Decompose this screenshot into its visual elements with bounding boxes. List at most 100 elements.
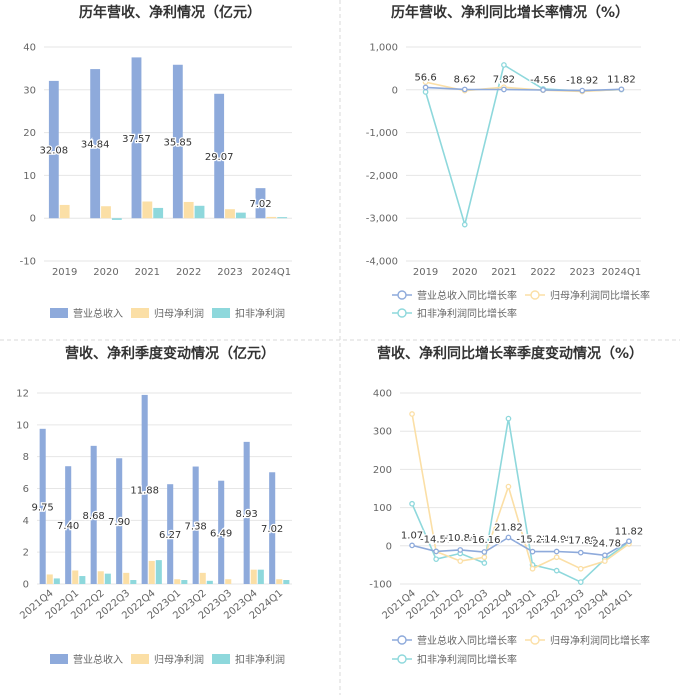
- series-line-deducted_profit: [411, 418, 630, 584]
- bar-revenue: [172, 64, 183, 219]
- chart-title: 营收、净利同比增长率季度变动情况（%）: [377, 345, 643, 362]
- data-point: [409, 411, 415, 417]
- x-tick-label: 2019: [413, 267, 438, 278]
- y-tick-label: 10: [16, 420, 29, 431]
- data-label: 7.02: [249, 199, 271, 210]
- data-label: 8.93: [236, 509, 258, 520]
- legend-item: 扣非净利润同比增长率: [392, 653, 517, 666]
- bar-revenue: [269, 472, 276, 584]
- data-label: -14.57: [420, 534, 452, 545]
- chart-title: 营收、净利季度变动情况（亿元）: [65, 345, 275, 362]
- bar-parent_profit: [123, 572, 130, 584]
- data-label: 7.40: [57, 521, 79, 532]
- data-point: [481, 560, 488, 566]
- y-tick-label: 6: [23, 484, 29, 495]
- bar-parent_profit: [142, 201, 153, 219]
- x-tick-label: 2024Q1: [602, 267, 642, 278]
- data-point: [579, 87, 586, 94]
- x-tick-label: 2022: [530, 267, 555, 278]
- series-line-parent_profit: [411, 413, 630, 570]
- data-label: -15.22: [516, 535, 548, 546]
- bar-deducted_profit: [194, 205, 205, 219]
- bar-deducted_profit: [277, 217, 288, 219]
- y-tick-label: -4,000: [366, 257, 398, 268]
- bar-revenue: [218, 480, 225, 584]
- legend-item: 归母净利润: [131, 653, 204, 666]
- legend-swatch: [131, 308, 149, 318]
- bar-deducted_profit: [155, 560, 162, 584]
- bar-revenue: [167, 484, 174, 584]
- data-label: -17.88: [565, 536, 597, 547]
- bar-parent_profit: [250, 569, 257, 584]
- bar-revenue: [141, 394, 148, 584]
- x-tick-label: 2020: [452, 267, 477, 278]
- data-point: [553, 567, 560, 574]
- legend-label: 归母净利润: [154, 653, 204, 666]
- bar-deducted_profit: [153, 207, 164, 219]
- bar-revenue: [214, 93, 225, 219]
- data-label: 11.82: [607, 74, 636, 85]
- bar-parent_profit: [59, 204, 70, 219]
- y-tick-label: -3,000: [366, 214, 398, 225]
- bar-parent_profit: [174, 579, 181, 584]
- data-point: [601, 552, 608, 559]
- data-point: [601, 558, 608, 564]
- x-tick-label: 2022: [176, 267, 201, 278]
- data-label: 29.07: [205, 152, 234, 163]
- data-point: [577, 565, 584, 572]
- legend-label: 扣非净利润同比增长率: [417, 653, 517, 666]
- bar-revenue: [255, 188, 266, 219]
- legend-item: 扣非净利润: [212, 307, 285, 320]
- y-tick-label: 10: [23, 171, 36, 182]
- chart-quarterly_growth: 营收、净利同比增长率季度变动情况（%）-10001002003004002021…: [369, 345, 650, 666]
- data-label: 21.82: [494, 522, 523, 533]
- legend-item: 扣非净利润同比增长率: [392, 307, 517, 320]
- bar-deducted_profit: [130, 580, 137, 584]
- data-point: [505, 415, 512, 422]
- data-point: [553, 548, 560, 555]
- data-point: [501, 62, 507, 68]
- legend-swatch: [212, 308, 230, 318]
- data-point: [461, 221, 468, 228]
- legend-item: 归母净利润同比增长率: [525, 634, 650, 647]
- bar-revenue: [39, 428, 46, 584]
- bar-parent_profit: [46, 574, 53, 584]
- x-tick-label: 2023: [570, 267, 595, 278]
- data-label: -14.98: [541, 535, 573, 546]
- bar-parent_profit: [199, 572, 206, 584]
- bar-deducted_profit: [111, 218, 122, 220]
- data-label: 11.88: [130, 485, 159, 496]
- legend-label: 扣非净利润: [235, 307, 285, 320]
- legend-item: 营业总收入同比增长率: [392, 289, 517, 302]
- x-tick-label: 2020: [93, 267, 118, 278]
- data-point: [626, 538, 632, 545]
- y-tick-label: 0: [23, 580, 29, 591]
- y-tick-label: 20: [23, 128, 36, 139]
- legend-swatch: [50, 654, 68, 664]
- legend-marker: [530, 635, 540, 645]
- x-tick-label: 2019: [52, 267, 77, 278]
- data-point: [501, 86, 507, 93]
- y-tick-label: -100: [369, 580, 392, 591]
- legend-swatch: [212, 654, 230, 664]
- data-point: [529, 565, 536, 572]
- data-point: [409, 542, 415, 549]
- data-label: 9.75: [32, 502, 54, 513]
- legend-item: 归母净利润同比增长率: [525, 289, 650, 302]
- bar-revenue: [90, 445, 97, 584]
- data-label: 56.6: [414, 72, 436, 83]
- x-tick-label: 2024Q1: [251, 267, 291, 278]
- data-label: 7.02: [261, 524, 283, 535]
- bar-revenue: [243, 441, 250, 584]
- data-label: -16.16: [468, 535, 500, 546]
- bar-parent_profit: [276, 579, 283, 584]
- data-label: 34.84: [81, 140, 110, 151]
- series-line-revenue: [425, 86, 622, 92]
- bar-revenue: [65, 466, 72, 584]
- x-tick-label: 2021: [135, 267, 160, 278]
- y-tick-label: 12: [16, 389, 29, 400]
- legend-swatch: [131, 654, 149, 664]
- data-label: 35.85: [164, 137, 193, 148]
